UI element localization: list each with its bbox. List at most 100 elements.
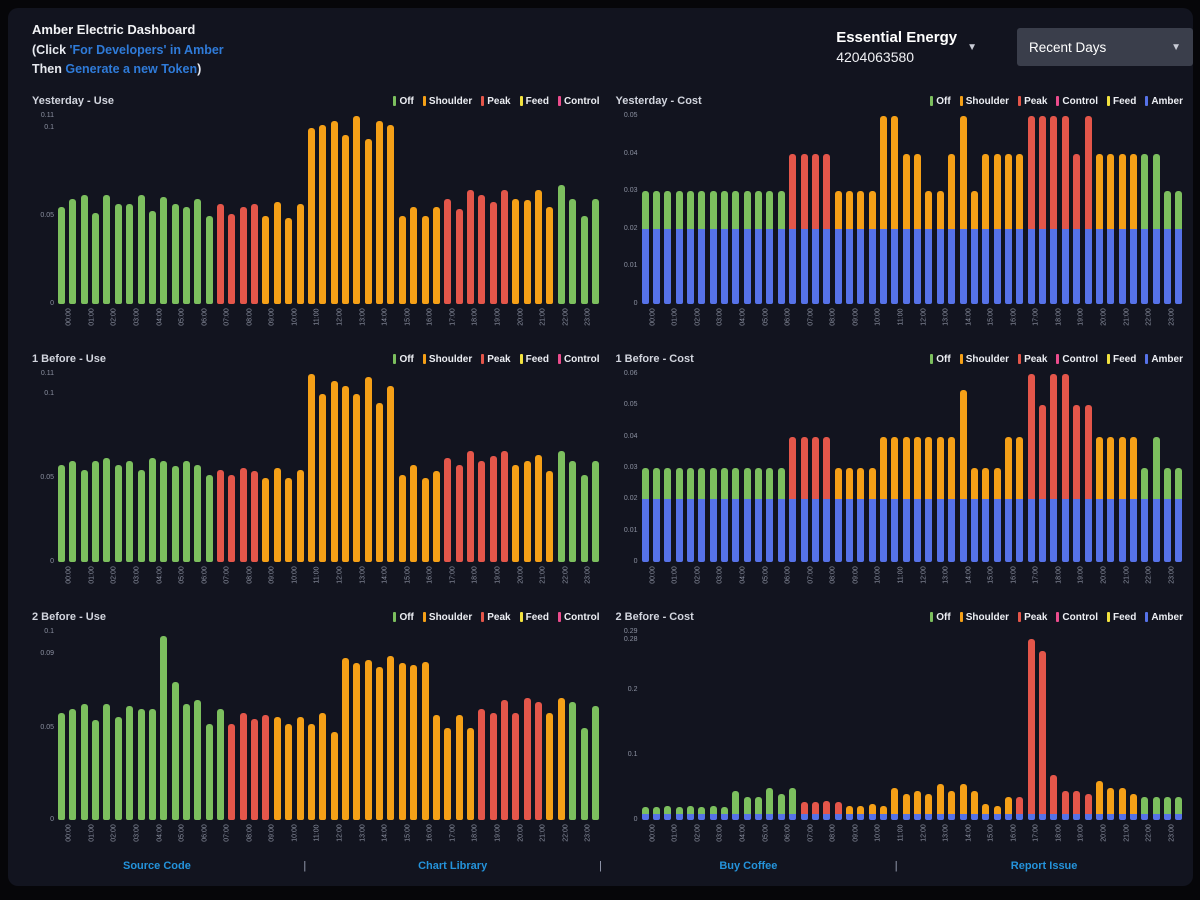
- bar-shoulder[interactable]: [1118, 787, 1126, 820]
- bar-off[interactable]: [709, 805, 717, 820]
- bar-off[interactable]: [114, 203, 122, 304]
- bar-shoulder[interactable]: [891, 787, 899, 820]
- bar-shoulder[interactable]: [398, 216, 406, 304]
- bar-off[interactable]: [732, 191, 740, 304]
- bar-off[interactable]: [137, 195, 145, 304]
- bar-off[interactable]: [148, 210, 156, 304]
- bar-peak[interactable]: [1084, 794, 1092, 820]
- legend-item-control[interactable]: Control: [1056, 354, 1098, 365]
- bar-peak[interactable]: [489, 202, 497, 304]
- bar-shoulder[interactable]: [1095, 781, 1103, 820]
- bar-off[interactable]: [160, 635, 168, 820]
- bar-shoulder[interactable]: [330, 380, 338, 562]
- bar-off[interactable]: [569, 702, 577, 820]
- bar-shoulder[interactable]: [880, 116, 888, 304]
- bar-shoulder[interactable]: [557, 698, 565, 820]
- bar-shoulder[interactable]: [880, 805, 888, 820]
- bar-off[interactable]: [1175, 468, 1183, 562]
- bar-peak[interactable]: [1061, 116, 1069, 304]
- bar-off[interactable]: [92, 212, 100, 304]
- bar-peak[interactable]: [478, 195, 486, 304]
- bar-shoulder[interactable]: [970, 468, 978, 562]
- bar-shoulder[interactable]: [948, 436, 956, 562]
- bar-off[interactable]: [675, 468, 683, 562]
- bar-shoulder[interactable]: [307, 724, 315, 820]
- bar-off[interactable]: [1175, 797, 1183, 820]
- bar-peak[interactable]: [489, 713, 497, 820]
- bar-peak[interactable]: [535, 702, 543, 820]
- legend-item-feed[interactable]: Feed: [519, 612, 549, 623]
- bar-peak[interactable]: [1039, 405, 1047, 562]
- bar-peak[interactable]: [789, 153, 797, 304]
- bar-peak[interactable]: [1084, 116, 1092, 304]
- bar-off[interactable]: [1152, 153, 1160, 304]
- bar-off[interactable]: [69, 709, 77, 820]
- legend-item-shoulder[interactable]: Shoulder: [959, 96, 1009, 107]
- bar-peak[interactable]: [239, 468, 247, 562]
- bar-shoulder[interactable]: [421, 661, 429, 820]
- bar-off[interactable]: [137, 709, 145, 820]
- bar-peak[interactable]: [1050, 116, 1058, 304]
- bar-off[interactable]: [755, 468, 763, 562]
- legend-item-peak[interactable]: Peak: [1018, 354, 1047, 365]
- bar-shoulder[interactable]: [1107, 153, 1115, 304]
- bar-off[interactable]: [557, 184, 565, 304]
- bar-shoulder[interactable]: [398, 474, 406, 562]
- bar-shoulder[interactable]: [546, 471, 554, 562]
- bar-off[interactable]: [1175, 191, 1183, 304]
- bar-peak[interactable]: [455, 209, 463, 304]
- bar-peak[interactable]: [455, 464, 463, 562]
- bar-off[interactable]: [80, 195, 88, 304]
- bar-shoulder[interactable]: [936, 436, 944, 562]
- bar-shoulder[interactable]: [319, 713, 327, 820]
- bar-shoulder[interactable]: [319, 124, 327, 304]
- bar-off[interactable]: [755, 191, 763, 304]
- bar-shoulder[interactable]: [546, 207, 554, 304]
- bar-peak[interactable]: [501, 189, 509, 304]
- bar-shoulder[interactable]: [948, 153, 956, 304]
- bar-shoulder[interactable]: [902, 436, 910, 562]
- bar-off[interactable]: [755, 797, 763, 820]
- bar-shoulder[interactable]: [273, 202, 281, 304]
- for-developers-link[interactable]: 'For Developers' in Amber: [69, 42, 224, 57]
- bar-shoulder[interactable]: [387, 124, 395, 304]
- legend-item-control[interactable]: Control: [1056, 96, 1098, 107]
- bar-peak[interactable]: [800, 436, 808, 562]
- bar-off[interactable]: [709, 191, 717, 304]
- bar-peak[interactable]: [251, 718, 259, 820]
- legend-item-peak[interactable]: Peak: [481, 96, 511, 107]
- legend-item-feed[interactable]: Feed: [1106, 612, 1136, 623]
- bar-shoulder[interactable]: [834, 191, 842, 304]
- bar-shoulder[interactable]: [834, 468, 842, 562]
- bar-off[interactable]: [148, 457, 156, 562]
- bar-shoulder[interactable]: [285, 217, 293, 304]
- bar-off[interactable]: [580, 216, 588, 304]
- buy-coffee-link[interactable]: Buy Coffee: [719, 860, 778, 872]
- bar-shoulder[interactable]: [1129, 794, 1137, 820]
- bar-off[interactable]: [69, 461, 77, 562]
- bar-shoulder[interactable]: [319, 394, 327, 562]
- bar-peak[interactable]: [789, 436, 797, 562]
- bar-shoulder[interactable]: [902, 153, 910, 304]
- bar-shoulder[interactable]: [982, 153, 990, 304]
- bar-off[interactable]: [766, 468, 774, 562]
- bar-peak[interactable]: [1016, 797, 1024, 820]
- bar-off[interactable]: [652, 807, 660, 820]
- legend-item-off[interactable]: Off: [930, 96, 951, 107]
- bar-shoulder[interactable]: [857, 805, 865, 820]
- bar-shoulder[interactable]: [993, 468, 1001, 562]
- bar-shoulder[interactable]: [925, 436, 933, 562]
- bar-peak[interactable]: [501, 700, 509, 820]
- bar-shoulder[interactable]: [410, 207, 418, 304]
- bar-shoulder[interactable]: [432, 714, 440, 820]
- bar-off[interactable]: [580, 474, 588, 562]
- bar-shoulder[interactable]: [307, 374, 315, 562]
- bar-off[interactable]: [557, 451, 565, 562]
- bar-peak[interactable]: [1050, 774, 1058, 820]
- bar-off[interactable]: [652, 468, 660, 562]
- bar-off[interactable]: [171, 681, 179, 820]
- bar-peak[interactable]: [228, 474, 236, 562]
- bar-off[interactable]: [732, 468, 740, 562]
- bar-shoulder[interactable]: [845, 805, 853, 820]
- bar-shoulder[interactable]: [341, 657, 349, 820]
